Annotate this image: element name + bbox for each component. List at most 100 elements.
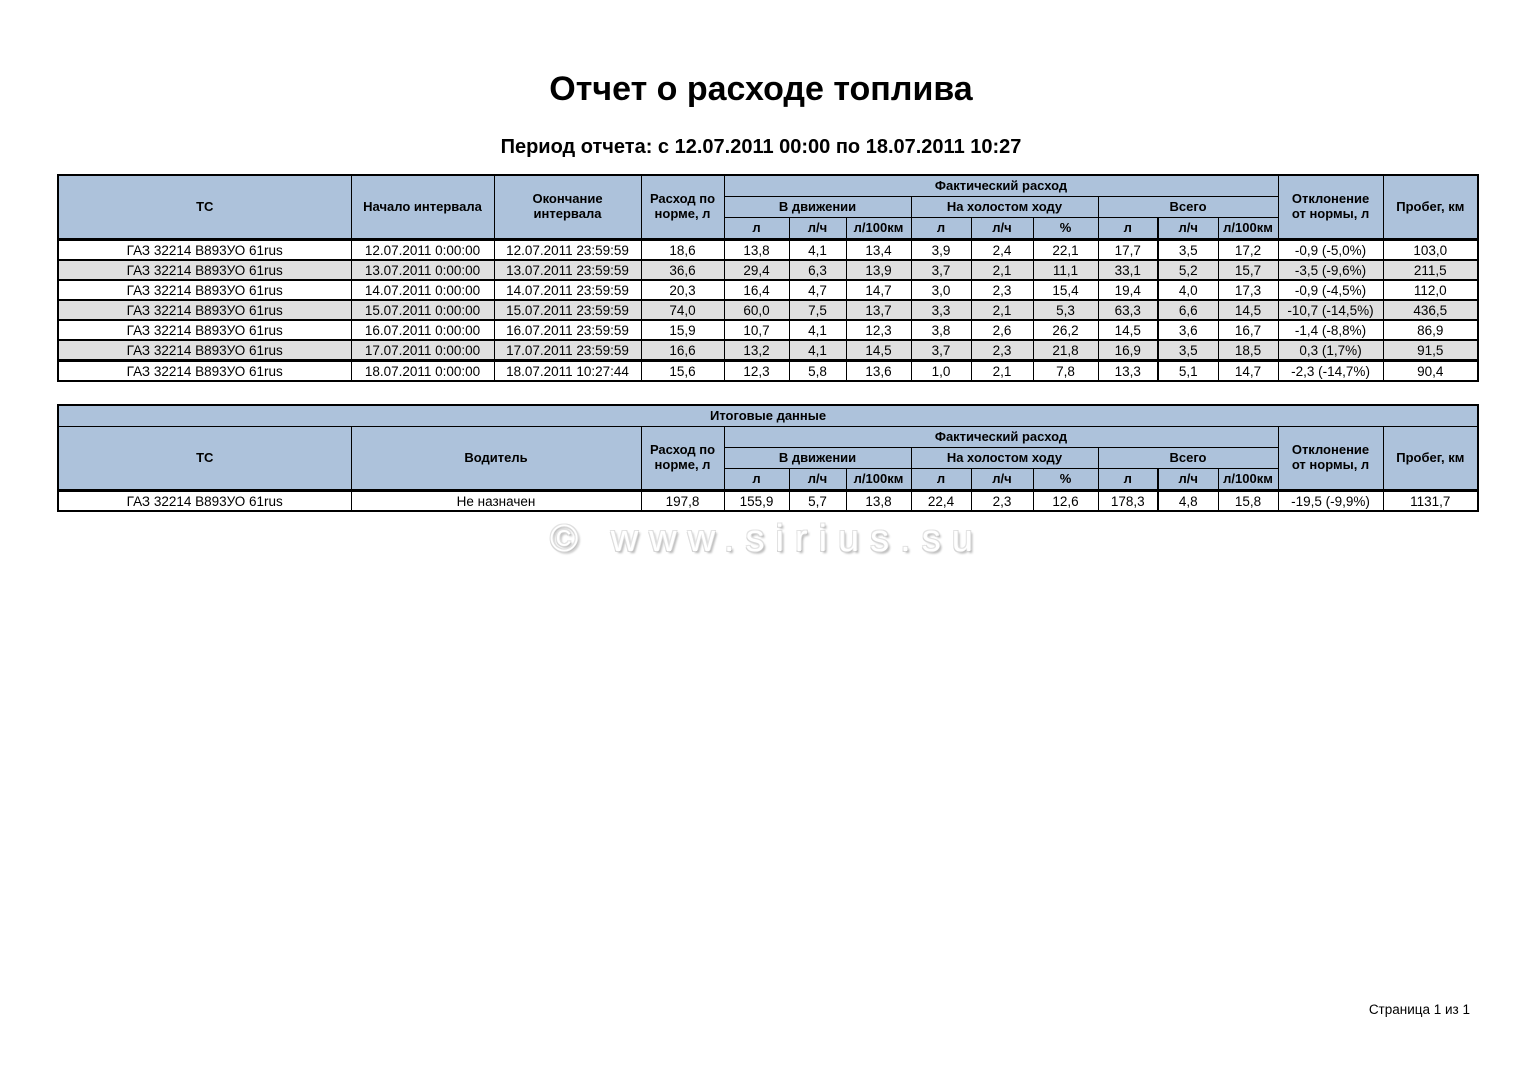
- table-cell: ГАЗ 32214 В893УО 61rus: [57, 489, 352, 512]
- table-cell: 1131,7: [1382, 489, 1479, 512]
- table-cell: -3,5 (-9,6%): [1277, 259, 1384, 281]
- table-cell: ГАЗ 32214 В893УО 61rus: [57, 339, 352, 362]
- table-cell: 15,9: [640, 319, 725, 341]
- col-header-norm: Расход по норме, л: [640, 426, 725, 491]
- table-cell: 17,2: [1217, 238, 1279, 261]
- unit-l: л: [910, 468, 972, 491]
- table-row: ГАЗ 32214 В893УО 61rus 18.07.2011 0:00:00…: [57, 359, 1479, 382]
- table-cell: 26,2: [1032, 319, 1099, 341]
- col-header-interval-start: Начало интервала: [350, 174, 495, 240]
- table-cell: 86,9: [1382, 319, 1479, 341]
- table-cell: 2,4: [970, 238, 1034, 261]
- table-cell: 29,4: [723, 259, 790, 281]
- table-cell: 103,0: [1382, 238, 1479, 261]
- table-cell: 18.07.2011 10:27:44: [493, 359, 642, 382]
- table-cell: 4,8: [1157, 489, 1219, 512]
- header-row-groups: ТС Начало интервала Окончание интервала …: [57, 174, 1479, 240]
- col-header-deviation: Отклонение от нормы, л: [1277, 174, 1384, 240]
- table-cell: 16.07.2011 0:00:00: [350, 319, 495, 341]
- table-cell: 5,2: [1157, 259, 1219, 281]
- unit-l: л: [723, 468, 790, 491]
- table-cell: 7,5: [788, 299, 847, 321]
- table-cell: 5,3: [1032, 299, 1099, 321]
- table-row: ГАЗ 32214 В893УО 61rus Не назначен 197,8 15…: [57, 489, 1479, 512]
- table-cell: 11,1: [1032, 259, 1099, 281]
- report-title: Отчет о расходе топлива: [549, 70, 973, 108]
- table-cell: -0,9 (-4,5%): [1277, 279, 1384, 301]
- watermark: © www.sirius.su: [550, 518, 984, 560]
- table-cell: 3,0: [910, 279, 972, 301]
- table-cell: 14.07.2011 0:00:00: [350, 279, 495, 301]
- summary-table-body: ГАЗ 32214 В893УО 61rus Не назначен 197,8 15…: [57, 489, 1479, 512]
- summary-title-row: Итоговые данные: [57, 404, 1479, 427]
- table-cell: 15,8: [1217, 489, 1279, 512]
- table-cell: 15,6: [640, 359, 725, 382]
- table-cell: 15.07.2011 0:00:00: [350, 299, 495, 321]
- table-cell: 211,5: [1382, 259, 1479, 281]
- table-cell: 90,4: [1382, 359, 1479, 382]
- table-cell: 5,8: [788, 359, 847, 382]
- header-row-units: л л/ч л/100км л л/ч % л л/ч л/100км: [58, 217, 1478, 240]
- table-cell: ГАЗ 32214 В893УО 61rus: [57, 238, 352, 261]
- table-cell: 12,6: [1032, 489, 1099, 512]
- table-cell: 14,7: [1217, 359, 1279, 382]
- table-cell: 13,7: [845, 299, 912, 321]
- table-row: ГАЗ 32214 В893УО 61rus 17.07.2011 0:00:00…: [57, 339, 1479, 362]
- table-cell: 2,1: [970, 299, 1034, 321]
- table-row: ГАЗ 32214 В893УО 61rus 14.07.2011 0:00:00…: [57, 279, 1479, 301]
- col-header-total: Всего: [1097, 196, 1279, 218]
- table-cell: 436,5: [1382, 299, 1479, 321]
- col-header-tc: ТС: [57, 174, 352, 240]
- table-cell: 33,1: [1097, 259, 1159, 281]
- table-cell: 18,5: [1217, 339, 1279, 362]
- table-cell: 5,1: [1157, 359, 1219, 382]
- table-row: ГАЗ 32214 В893УО 61rus 15.07.2011 0:00:00…: [57, 299, 1479, 321]
- table-cell: 3,5: [1157, 238, 1219, 261]
- header-row-units: л л/ч л/100км л л/ч % л л/ч л/100км: [58, 468, 1478, 491]
- table-cell: 13,2: [723, 339, 790, 362]
- summary-title: Итоговые данные: [57, 404, 1479, 427]
- table-cell: 20,3: [640, 279, 725, 301]
- table-cell: 3,8: [910, 319, 972, 341]
- table-cell: 4,1: [788, 238, 847, 261]
- unit-l: л: [1097, 217, 1159, 240]
- col-header-actual-consumption: Фактический расход: [723, 426, 1279, 448]
- table-cell: -10,7 (-14,5%): [1277, 299, 1384, 321]
- col-header-deviation: Отклонение от нормы, л: [1277, 426, 1384, 491]
- table-cell: 13,8: [845, 489, 912, 512]
- table-cell: ГАЗ 32214 В893УО 61rus: [57, 319, 352, 341]
- table-cell: 13,6: [845, 359, 912, 382]
- table-row: ГАЗ 32214 В893УО 61rus 12.07.2011 0:00:00…: [57, 238, 1479, 261]
- report-period: Период отчета: с 12.07.2011 00:00 по 18.…: [500, 136, 1022, 158]
- unit-percent: %: [1032, 217, 1099, 240]
- table-cell: 4,7: [788, 279, 847, 301]
- col-header-norm: Расход по норме, л: [640, 174, 725, 240]
- table-cell: 13.07.2011 0:00:00: [350, 259, 495, 281]
- unit-lh: л/ч: [1157, 217, 1219, 240]
- fuel-table-body: ГАЗ 32214 В893УО 61rus 12.07.2011 0:00:00…: [57, 238, 1479, 382]
- summary-table-header: Итоговые данные ТС Водитель Расход по но…: [57, 404, 1479, 491]
- table-cell: 16,9: [1097, 339, 1159, 362]
- table-cell: 16.07.2011 23:59:59: [493, 319, 642, 341]
- table-cell: 13.07.2011 23:59:59: [493, 259, 642, 281]
- table-cell: 155,9: [723, 489, 790, 512]
- unit-percent: %: [1032, 468, 1099, 491]
- table-cell: 22,1: [1032, 238, 1099, 261]
- table-cell: -0,9 (-5,0%): [1277, 238, 1384, 261]
- unit-l100km: л/100км: [1217, 217, 1279, 240]
- table-cell: 178,3: [1097, 489, 1159, 512]
- table-row: ГАЗ 32214 В893УО 61rus 13.07.2011 0:00:00…: [57, 259, 1479, 281]
- table-cell: 3,3: [910, 299, 972, 321]
- table-cell: 6,3: [788, 259, 847, 281]
- summary-table: Итоговые данные ТС Водитель Расход по но…: [57, 404, 1480, 512]
- unit-l: л: [1097, 468, 1159, 491]
- table-cell: 3,7: [910, 339, 972, 362]
- unit-lh: л/ч: [1157, 468, 1219, 491]
- table-cell: 21,8: [1032, 339, 1099, 362]
- table-cell: 13,3: [1097, 359, 1159, 382]
- unit-lh: л/ч: [788, 468, 847, 491]
- table-cell: 14,5: [1097, 319, 1159, 341]
- table-cell: 0,3 (1,7%): [1277, 339, 1384, 362]
- fuel-consumption-table: ТС Начало интервала Окончание интервала …: [57, 174, 1480, 382]
